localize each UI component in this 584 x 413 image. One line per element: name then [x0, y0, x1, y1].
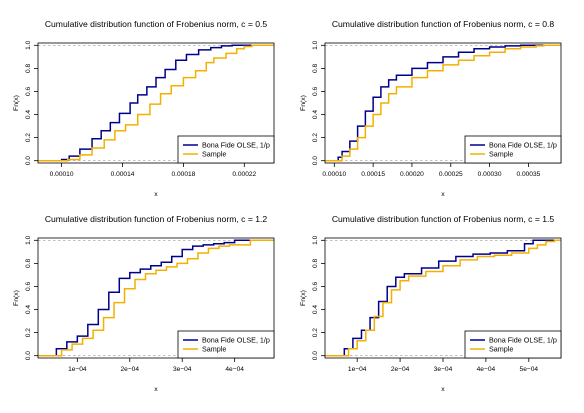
- x-tick-label: 0.00035: [516, 171, 540, 178]
- series-line-olse: [38, 44, 274, 162]
- plot-frame: [37, 42, 275, 164]
- chart-panel-4: Cumulative distribution function of Frob…: [300, 214, 562, 393]
- series-line-sample: [325, 239, 561, 357]
- y-tick-label: 0.4: [25, 305, 32, 314]
- y-tick-label: 0.2: [312, 133, 319, 142]
- legend-entry: Sample: [489, 345, 513, 354]
- chart-title: Cumulative distribution function of Frob…: [45, 19, 268, 29]
- series-line-olse: [325, 239, 561, 357]
- x-axis-label: x: [154, 386, 158, 393]
- y-tick-label: 1.0: [25, 40, 32, 49]
- series-line-sample: [38, 239, 274, 357]
- x-tick-label: 0.00014: [111, 171, 135, 178]
- y-tick-label: 0.0: [25, 351, 32, 360]
- y-tick-label: 0.6: [312, 282, 319, 291]
- x-axis-label: x: [441, 386, 445, 393]
- y-axis-label: Fn(x): [13, 95, 20, 111]
- x-axis-label: x: [441, 191, 445, 198]
- y-tick-label: 0.2: [25, 328, 32, 337]
- legend-entry: Bona Fide OLSE, 1/p: [489, 336, 557, 345]
- chart-title: Cumulative distribution function of Frob…: [332, 19, 555, 29]
- series-line-sample: [38, 44, 274, 162]
- chart-panel-1: Cumulative distribution function of Frob…: [13, 19, 275, 198]
- x-tick-label: 3e−04: [434, 366, 453, 373]
- y-axis-label: Fn(x): [13, 290, 20, 306]
- x-tick-label: 0.00030: [478, 171, 502, 178]
- x-tick-label: 1e−04: [348, 366, 367, 373]
- legend-entry: Sample: [202, 150, 226, 159]
- y-tick-label: 0.0: [312, 156, 319, 165]
- x-tick-label: 0.00022: [232, 171, 256, 178]
- series-line-sample: [325, 44, 561, 162]
- legend-box: [177, 135, 275, 164]
- x-tick-label: 3e−04: [173, 366, 192, 373]
- y-axis-label: Fn(x): [300, 290, 307, 306]
- x-tick-label: 4e−04: [225, 366, 244, 373]
- y-tick-label: 0.4: [25, 110, 32, 119]
- x-axis-label: x: [154, 191, 158, 198]
- chart-title: Cumulative distribution function of Frob…: [45, 214, 268, 224]
- plot-frame: [324, 42, 562, 164]
- y-tick-label: 0.8: [25, 258, 32, 267]
- y-tick-label: 1.0: [312, 40, 319, 49]
- x-tick-label: 2e−04: [121, 366, 140, 373]
- y-tick-label: 0.2: [25, 133, 32, 142]
- x-tick-label: 0.00025: [439, 171, 463, 178]
- chart-panel-2: Cumulative distribution function of Frob…: [300, 19, 562, 198]
- x-tick-label: 0.00010: [322, 171, 346, 178]
- chart-panel-3: Cumulative distribution function of Frob…: [13, 214, 275, 393]
- y-tick-label: 0.6: [312, 87, 319, 96]
- x-tick-label: 0.00015: [361, 171, 385, 178]
- legend-entry: Sample: [202, 345, 226, 354]
- y-tick-label: 0.6: [25, 282, 32, 291]
- x-tick-label: 2e−04: [391, 366, 410, 373]
- plot-frame: [37, 237, 275, 359]
- legend-entry: Bona Fide OLSE, 1/p: [489, 141, 557, 150]
- legend-entry: Bona Fide OLSE, 1/p: [202, 336, 270, 345]
- y-tick-label: 0.4: [312, 110, 319, 119]
- y-tick-label: 0.8: [25, 63, 32, 72]
- chart-title: Cumulative distribution function of Frob…: [332, 214, 555, 224]
- x-tick-label: 0.00018: [171, 171, 195, 178]
- x-tick-label: 5e−04: [520, 366, 539, 373]
- y-tick-label: 0.0: [312, 351, 319, 360]
- y-tick-label: 0.0: [25, 156, 32, 165]
- legend-entry: Sample: [489, 150, 513, 159]
- y-tick-label: 0.4: [312, 305, 319, 314]
- legend-box: [177, 330, 275, 359]
- legend-entry: Bona Fide OLSE, 1/p: [202, 141, 270, 150]
- y-axis-label: Fn(x): [300, 95, 307, 111]
- x-tick-label: 0.00010: [50, 171, 74, 178]
- y-tick-label: 0.2: [312, 328, 319, 337]
- x-tick-label: 0.00020: [400, 171, 424, 178]
- y-tick-label: 0.8: [312, 63, 319, 72]
- legend-box: [464, 135, 562, 164]
- x-tick-label: 1e−04: [68, 366, 87, 373]
- y-tick-label: 0.8: [312, 258, 319, 267]
- y-tick-label: 0.6: [25, 87, 32, 96]
- x-tick-label: 4e−04: [477, 366, 496, 373]
- legend-box: [464, 330, 562, 359]
- series-line-olse: [38, 239, 274, 357]
- y-tick-label: 1.0: [312, 235, 319, 244]
- y-tick-label: 1.0: [25, 235, 32, 244]
